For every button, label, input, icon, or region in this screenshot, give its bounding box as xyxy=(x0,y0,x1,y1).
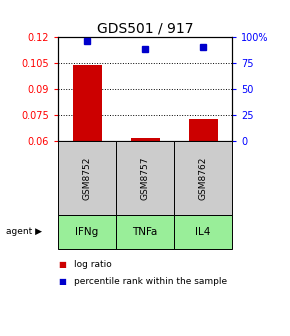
Text: IFNg: IFNg xyxy=(75,227,99,237)
Text: log ratio: log ratio xyxy=(74,260,112,269)
Title: GDS501 / 917: GDS501 / 917 xyxy=(97,22,193,36)
Text: agent ▶: agent ▶ xyxy=(6,227,42,236)
Text: GSM8762: GSM8762 xyxy=(198,156,208,200)
Text: IL4: IL4 xyxy=(195,227,211,237)
Bar xyxy=(72,65,102,141)
Bar xyxy=(130,138,160,141)
Text: ■: ■ xyxy=(58,260,66,269)
Bar xyxy=(188,119,218,141)
Text: TNFa: TNFa xyxy=(132,227,158,237)
Text: percentile rank within the sample: percentile rank within the sample xyxy=(74,277,227,286)
Text: ■: ■ xyxy=(58,277,66,286)
Text: GSM8752: GSM8752 xyxy=(82,156,92,200)
Text: GSM8757: GSM8757 xyxy=(140,156,150,200)
